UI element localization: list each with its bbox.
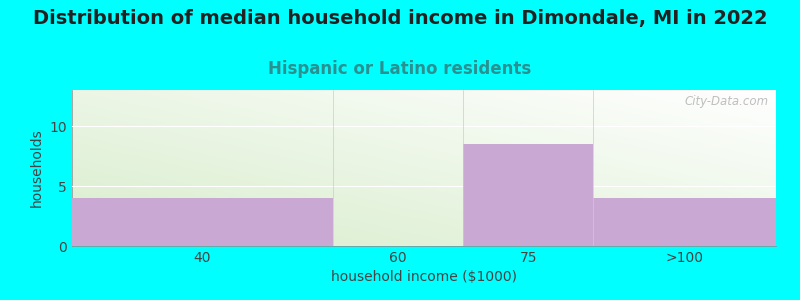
Y-axis label: households: households	[30, 129, 44, 207]
X-axis label: household income ($1000): household income ($1000)	[331, 270, 517, 284]
Text: City-Data.com: City-Data.com	[685, 95, 769, 108]
Bar	[72, 198, 333, 246]
Text: Hispanic or Latino residents: Hispanic or Latino residents	[268, 60, 532, 78]
Bar	[463, 144, 594, 246]
Text: Distribution of median household income in Dimondale, MI in 2022: Distribution of median household income …	[33, 9, 767, 28]
Bar	[594, 198, 776, 246]
